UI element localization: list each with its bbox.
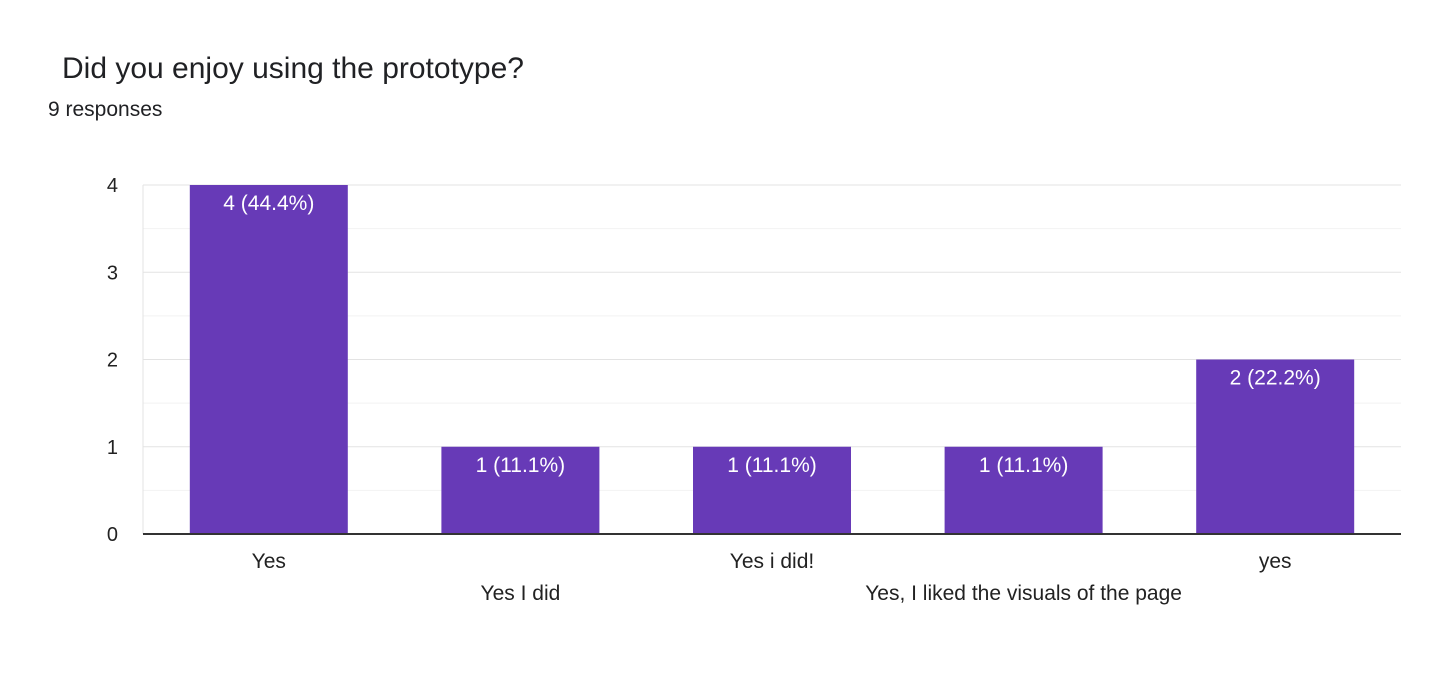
x-tick-label: Yes, I liked the visuals of the page	[865, 582, 1182, 605]
bars: 4 (44.4%) 1 (11.1%) 1 (11.1%) 1 (11.1%) 2 (2…	[189, 185, 1355, 534]
bar-data-label: 2 (22.2%)	[1230, 367, 1321, 390]
y-tick-label: 0	[107, 524, 118, 546]
bar	[944, 446, 1103, 534]
bar-data-label: 1 (11.1%)	[727, 454, 817, 477]
bar-data-label: 1 (11.1%)	[476, 454, 566, 477]
y-tick-label: 2	[107, 350, 118, 372]
x-tick-label: Yes I did	[481, 582, 561, 605]
bar-data-label: 4 (44.4%)	[223, 192, 314, 215]
x-tick-label: Yes	[252, 550, 286, 573]
y-tick-label: 4	[107, 175, 118, 197]
x-tick-label: Yes i did!	[730, 550, 814, 573]
chart-title: Did you enjoy using the prototype?	[62, 52, 524, 85]
y-tick-label: 3	[107, 262, 118, 284]
y-tick-label: 1	[107, 437, 118, 459]
bar	[441, 446, 600, 534]
bar	[693, 446, 851, 534]
response-count: 9 responses	[48, 98, 163, 121]
x-axis-ticks: Yes Yes I did Yes i did! Yes, I liked the v…	[143, 533, 1401, 605]
y-axis-ticks: 0 1 2 3 4	[107, 175, 118, 546]
bar	[189, 185, 348, 534]
x-tick-label: yes	[1259, 550, 1292, 573]
bar-data-label: 1 (11.1%)	[979, 454, 1069, 477]
bar	[1196, 359, 1355, 534]
